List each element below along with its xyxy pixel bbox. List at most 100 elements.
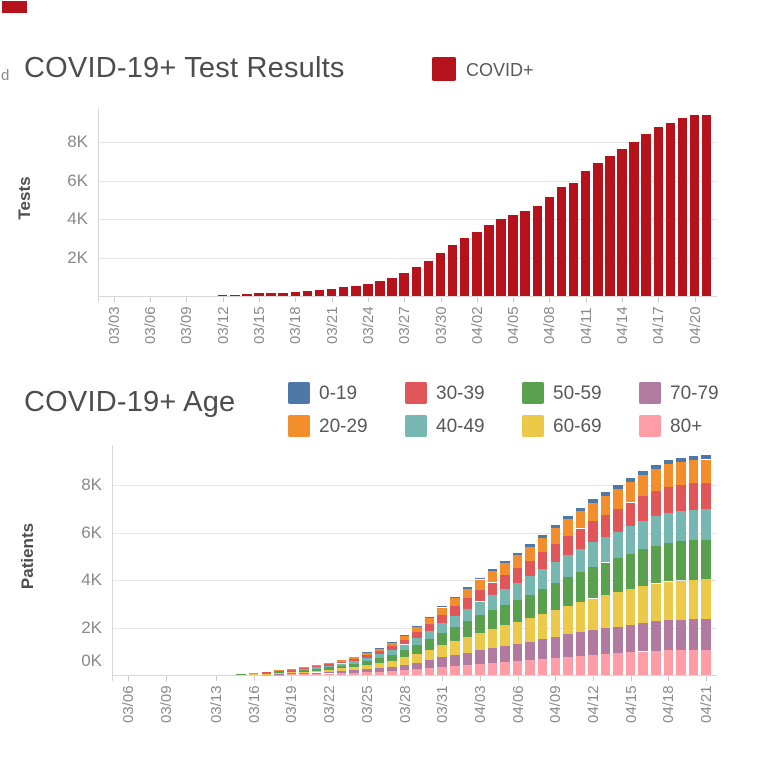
age-bar-segment-30-39[interactable] xyxy=(600,515,611,537)
age-bar-segment-0-19[interactable] xyxy=(575,507,586,511)
age-bar-segment-30-39[interactable] xyxy=(274,670,284,672)
age-bar-segment-20-29[interactable] xyxy=(512,555,523,568)
age-bar-segment-30-39[interactable] xyxy=(537,552,548,570)
legend-swatch-covid-positive[interactable] xyxy=(432,57,456,81)
age-bar-segment-40-49[interactable] xyxy=(563,554,573,578)
age-bar-segment-80+[interactable] xyxy=(362,672,372,675)
age-bar-segment-60-69[interactable] xyxy=(248,673,259,675)
age-bar-segment-50-59[interactable] xyxy=(462,620,472,637)
age-bar-segment-30-39[interactable] xyxy=(387,645,397,650)
age-bar-segment-40-49[interactable] xyxy=(512,582,523,600)
age-bar-segment-20-29[interactable] xyxy=(424,618,435,625)
tests-bar[interactable] xyxy=(266,292,276,296)
legend-swatch-20-29[interactable] xyxy=(288,415,310,437)
tests-bar[interactable] xyxy=(314,289,325,296)
age-bar-segment-50-59[interactable] xyxy=(424,639,435,650)
age-bar-segment-40-49[interactable] xyxy=(575,548,586,572)
age-bar-segment-60-69[interactable] xyxy=(311,670,322,673)
tests-bar[interactable] xyxy=(447,244,458,296)
age-bar-segment-30-39[interactable] xyxy=(500,575,510,589)
age-bar-segment-20-29[interactable] xyxy=(311,665,322,667)
age-bar-segment-60-69[interactable] xyxy=(575,602,586,633)
age-bar-segment-0-19[interactable] xyxy=(663,460,674,465)
legend-label-0-19[interactable]: 0-19 xyxy=(319,383,358,404)
tests-bar[interactable] xyxy=(617,149,627,296)
tests-bar[interactable] xyxy=(605,156,615,296)
age-bar-segment-0-19[interactable] xyxy=(537,534,548,538)
age-bar-segment-40-49[interactable] xyxy=(701,509,711,540)
age-bar-segment-0-19[interactable] xyxy=(512,552,523,556)
age-bar-segment-30-39[interactable] xyxy=(311,666,322,668)
age-bar-segment-70-79[interactable] xyxy=(676,619,686,650)
age-bar-segment-70-79[interactable] xyxy=(600,628,611,654)
age-bar-segment-80+[interactable] xyxy=(512,660,523,675)
age-bar-segment-20-29[interactable] xyxy=(537,537,548,553)
legend-swatch-80+[interactable] xyxy=(639,415,661,437)
age-bar-segment-50-59[interactable] xyxy=(387,654,397,661)
age-bar-segment-70-79[interactable] xyxy=(701,618,711,650)
age-bar-segment-30-39[interactable] xyxy=(487,582,498,596)
tests-bar[interactable] xyxy=(326,288,337,296)
age-bar-segment-50-59[interactable] xyxy=(625,553,636,590)
age-bar-segment-70-79[interactable] xyxy=(324,671,334,674)
age-bar-segment-20-29[interactable] xyxy=(563,519,573,536)
age-bar-segment-60-69[interactable] xyxy=(437,645,447,658)
age-bar-segment-70-79[interactable] xyxy=(537,639,548,659)
age-bar-segment-50-59[interactable] xyxy=(450,626,460,641)
age-bar-segment-70-79[interactable] xyxy=(299,673,309,675)
age-bar-segment-70-79[interactable] xyxy=(500,645,510,662)
age-bar-segment-40-49[interactable] xyxy=(261,672,271,673)
age-bar-segment-20-29[interactable] xyxy=(588,502,598,522)
age-bar-segment-30-39[interactable] xyxy=(424,624,435,632)
age-bar-segment-70-79[interactable] xyxy=(286,673,297,675)
age-bar-segment-50-59[interactable] xyxy=(261,672,271,674)
age-bar-segment-70-79[interactable] xyxy=(437,657,447,667)
age-bar-segment-40-49[interactable] xyxy=(462,608,472,621)
age-bar-segment-80+[interactable] xyxy=(311,673,322,675)
tests-bar[interactable] xyxy=(532,205,542,296)
age-bar-segment-70-79[interactable] xyxy=(412,662,422,670)
age-bar-segment-0-19[interactable] xyxy=(563,515,573,520)
age-bar-segment-60-69[interactable] xyxy=(450,640,460,655)
age-bar-segment-80+[interactable] xyxy=(324,673,334,675)
age-bar-segment-30-39[interactable] xyxy=(550,544,560,563)
age-bar-segment-50-59[interactable] xyxy=(663,542,674,582)
age-bar-segment-30-39[interactable] xyxy=(450,606,460,616)
age-bar-segment-80+[interactable] xyxy=(525,660,535,675)
tests-bar[interactable] xyxy=(677,117,688,296)
legend-label-60-69[interactable]: 60-69 xyxy=(553,416,602,437)
age-bar-segment-80+[interactable] xyxy=(688,649,699,675)
age-bar-segment-20-29[interactable] xyxy=(450,598,460,607)
age-bar-segment-70-79[interactable] xyxy=(512,643,523,661)
age-bar-segment-80+[interactable] xyxy=(588,654,598,675)
tests-bar[interactable] xyxy=(508,215,518,296)
age-bar-segment-40-49[interactable] xyxy=(412,638,422,645)
age-bar-segment-60-69[interactable] xyxy=(537,614,548,640)
age-bar-segment-0-19[interactable] xyxy=(588,499,598,503)
age-bar-segment-40-49[interactable] xyxy=(500,588,510,605)
age-bar-segment-70-79[interactable] xyxy=(625,624,636,653)
tests-bar[interactable] xyxy=(496,219,506,296)
age-bar-segment-60-69[interactable] xyxy=(374,663,385,668)
age-bar-segment-60-69[interactable] xyxy=(324,669,334,672)
age-bar-segment-20-29[interactable] xyxy=(324,662,334,665)
age-bar-segment-30-39[interactable] xyxy=(613,508,623,532)
age-bar-segment-80+[interactable] xyxy=(676,650,686,675)
age-bar-segment-60-69[interactable] xyxy=(500,625,510,646)
age-bar-segment-50-59[interactable] xyxy=(274,672,284,673)
age-bar-segment-0-19[interactable] xyxy=(688,456,699,461)
age-bar-segment-20-29[interactable] xyxy=(437,607,447,615)
tests-bar[interactable] xyxy=(423,261,434,296)
age-bar-segment-30-39[interactable] xyxy=(324,664,334,666)
age-bar-segment-60-69[interactable] xyxy=(688,579,699,620)
age-bar-segment-0-19[interactable] xyxy=(550,525,560,529)
age-bar-segment-80+[interactable] xyxy=(638,651,648,675)
legend-label-80+[interactable]: 80+ xyxy=(670,416,703,437)
age-bar-segment-40-49[interactable] xyxy=(625,526,636,554)
age-bar-segment-70-79[interactable] xyxy=(450,655,460,666)
age-bar-segment-50-59[interactable] xyxy=(412,645,422,654)
tests-bar[interactable] xyxy=(278,292,288,296)
age-bar-segment-40-49[interactable] xyxy=(387,649,397,655)
legend-label-50-59[interactable]: 50-59 xyxy=(553,383,602,404)
age-bar-segment-40-49[interactable] xyxy=(286,670,297,672)
